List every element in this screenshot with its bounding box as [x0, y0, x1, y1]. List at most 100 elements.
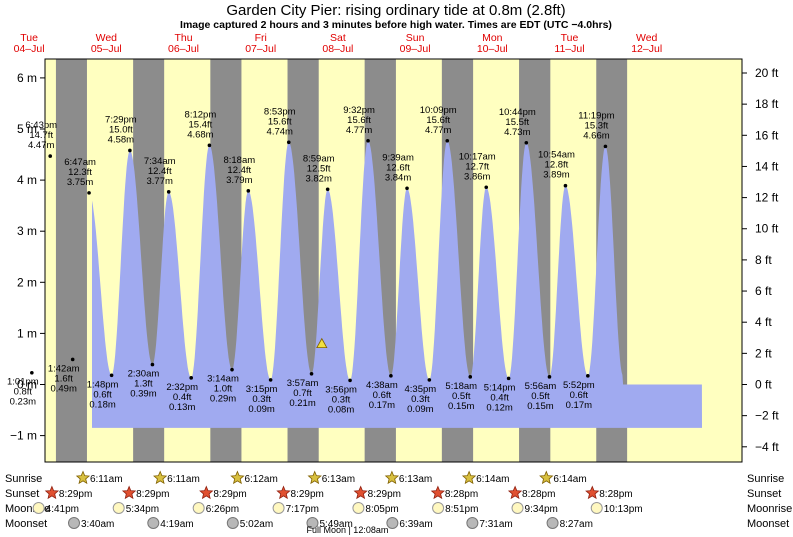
- chart-title: Garden City Pier: rising ordinary tide a…: [226, 2, 565, 19]
- y-right-tick-label: 18 ft: [755, 97, 779, 111]
- tide-label: 0.18m: [89, 399, 115, 410]
- sunset-icon: [44, 485, 60, 500]
- tide-point: [286, 140, 291, 145]
- tide-label: 2:32pm: [166, 382, 198, 393]
- tide-point: [506, 376, 511, 381]
- moonset-icon: [306, 517, 319, 529]
- tide-label: 0.5ft: [452, 391, 471, 402]
- tide-label: 4.73m: [504, 127, 530, 138]
- moonrise-time: 10:13pm: [604, 504, 643, 515]
- tide-label: 0.4ft: [173, 392, 192, 403]
- moonset-time: 3:40am: [81, 519, 114, 530]
- x-day-date: 07–Jul: [245, 43, 276, 55]
- tide-point: [484, 185, 489, 190]
- y-right-tick-label: −2 ft: [755, 409, 779, 423]
- tide-point: [207, 143, 212, 148]
- tide-label: 12.6ft: [386, 162, 410, 173]
- sunset-time: 8:29pm: [136, 489, 169, 500]
- y-left-tick-label: 6 m: [17, 71, 37, 85]
- tide-label: 3.84m: [385, 172, 411, 183]
- tide-label: 4.74m: [267, 126, 293, 137]
- tide-point: [230, 367, 234, 372]
- tide-label: 15.5ft: [505, 117, 529, 128]
- tide-label: 0.09m: [248, 404, 274, 415]
- y-right-tick-label: 8 ft: [755, 253, 772, 267]
- sunrise-time: 6:14am: [553, 474, 586, 485]
- sunset-time: 8:28pm: [599, 489, 632, 500]
- tide-label: 3:15pm: [246, 384, 278, 395]
- y-left-tick-label: 4 m: [17, 173, 37, 187]
- sunrise-icon: [461, 470, 477, 485]
- axis-layer: 6 m 5 m 4 m 3 m 2 m 1 m 0 m −1 m 20 ft 18 ft 16 ft…: [10, 32, 779, 463]
- moonset-icon: [68, 517, 81, 529]
- moonset-icon: [386, 517, 399, 529]
- tide-label: 3:14am: [207, 374, 239, 385]
- tide-label: 4.47m: [28, 140, 54, 151]
- tide-label: 0.13m: [169, 402, 195, 413]
- tide-label: 3.75m: [67, 177, 93, 188]
- x-day-date: 05–Jul: [91, 43, 122, 55]
- tide-point: [563, 183, 568, 188]
- tide-point: [246, 189, 251, 193]
- tide-label: 0.15m: [527, 401, 553, 412]
- tide-label: 0.7ft: [293, 388, 312, 399]
- moonrise-time: 8:05pm: [365, 504, 398, 515]
- tide-label: 0.21m: [289, 398, 315, 409]
- night-band: [55, 59, 87, 462]
- x-day-name: Tue: [20, 32, 38, 44]
- row-label-left: Sunset: [5, 488, 39, 500]
- tide-label: 15.6ft: [268, 116, 292, 127]
- tide-label: 12.4ft: [148, 166, 172, 177]
- tide-label: 0.08m: [328, 404, 354, 415]
- tide-point: [109, 373, 114, 378]
- y-right-tick-label: −4 ft: [755, 440, 779, 454]
- moonset-icon: [147, 517, 160, 529]
- tide-label: 4:38am: [366, 380, 398, 391]
- x-day-name: Wed: [636, 32, 658, 44]
- tide-label: 9:32pm: [343, 105, 375, 116]
- sunset-time: 8:29pm: [213, 489, 246, 500]
- full-moon-label: Full Moon | 12:08am: [306, 525, 388, 535]
- y-left-tick-label: 0 m: [17, 378, 37, 392]
- sunrise-icon: [230, 470, 245, 485]
- tide-point: [547, 375, 552, 379]
- chart-subtitle: Image captured 2 hours and 3 minutes bef…: [180, 19, 612, 31]
- plot-frame: [44, 58, 743, 463]
- row-label-right: Moonset: [747, 518, 789, 530]
- tide-point: [366, 138, 370, 143]
- moonset-time: 5:49am: [319, 519, 352, 530]
- y-right-tick-label: 20 ft: [755, 66, 779, 80]
- sunrise-icon: [539, 470, 554, 485]
- tide-label: 10:17am: [459, 151, 496, 162]
- tide-point: [445, 138, 450, 143]
- x-day-name: Thu: [174, 32, 192, 44]
- tide-label: 3.89m: [543, 170, 569, 181]
- tide-label: 0.15m: [448, 401, 474, 412]
- y-right-tick-label: 12 ft: [755, 191, 779, 205]
- tide-label: 3:57am: [287, 378, 319, 389]
- tide-label: 0.8ft: [14, 387, 33, 398]
- row-label-left: Sunrise: [5, 473, 42, 485]
- sunset-icon: [276, 485, 291, 500]
- moonrise-icon: [192, 502, 205, 514]
- y-left-tick-label: 1 m: [17, 326, 37, 340]
- x-day-name: Sun: [406, 32, 425, 44]
- sunset-time: 8:29pm: [368, 489, 401, 500]
- moonset-time: 7:31am: [479, 519, 512, 530]
- sunrise-icon: [153, 470, 168, 485]
- tide-label: 7:34am: [144, 156, 176, 167]
- y-left-tick-label: 5 m: [17, 122, 37, 136]
- sunrise-icon: [75, 470, 91, 485]
- sunrise-time: 6:11am: [167, 474, 200, 485]
- tide-label: 11:19pm: [578, 110, 614, 121]
- row-label-right: Sunset: [747, 488, 781, 500]
- moonrise-icon: [32, 502, 45, 514]
- tide-label: 15.3ft: [585, 120, 609, 131]
- sunset-icon: [121, 485, 137, 500]
- tide-label: 1:48pm: [87, 379, 119, 390]
- sunrise-time: 6:11am: [90, 474, 123, 485]
- tide-point: [405, 186, 409, 191]
- tide-label: 8:59am: [303, 153, 335, 164]
